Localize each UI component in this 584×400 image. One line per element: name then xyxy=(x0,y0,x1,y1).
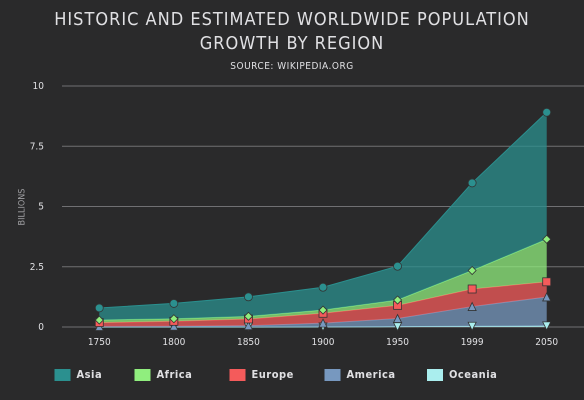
marker xyxy=(467,178,477,188)
x-tick-label: 1950 xyxy=(386,337,409,348)
marker xyxy=(318,305,328,315)
y-tick-label: 7.5 xyxy=(30,141,44,152)
marker xyxy=(542,277,552,287)
legend-label: Europe xyxy=(252,368,294,381)
area-fill xyxy=(99,296,547,327)
marker xyxy=(542,292,552,302)
x-tick-label: 1999 xyxy=(461,337,484,348)
marker xyxy=(542,107,552,117)
legend-swatch xyxy=(54,369,71,381)
marker xyxy=(318,318,328,328)
marker xyxy=(244,292,253,302)
legend-label: Oceania xyxy=(449,368,497,381)
x-tick-label: 1850 xyxy=(237,337,260,348)
area-fill xyxy=(99,239,547,323)
x-tick-label: 1750 xyxy=(88,337,111,348)
marker xyxy=(169,321,179,331)
marker xyxy=(542,321,552,331)
x-tick-label: 1900 xyxy=(312,337,335,348)
marker xyxy=(243,311,253,321)
marker xyxy=(467,265,477,276)
marker xyxy=(467,321,477,332)
y-tick-label: 10 xyxy=(33,81,45,92)
legend-swatch xyxy=(229,369,246,381)
marker xyxy=(393,261,402,271)
legend-swatch xyxy=(324,369,341,381)
marker xyxy=(393,295,403,305)
area-fill xyxy=(99,112,547,321)
chart-title: Historic and Estimated Worldwide Populat… xyxy=(54,9,530,54)
marker xyxy=(392,313,403,323)
marker xyxy=(243,320,254,331)
marker xyxy=(542,234,552,244)
legend-label: Africa xyxy=(157,368,193,381)
legend-swatch xyxy=(134,369,151,381)
marker xyxy=(318,282,328,292)
x-tick-label: 1800 xyxy=(162,337,185,348)
legend-swatch xyxy=(427,369,443,381)
marker xyxy=(467,301,477,311)
chart-subtitle: Source: Wikipedia.org xyxy=(230,61,353,72)
marker xyxy=(169,299,179,308)
legend-label: America xyxy=(347,368,396,381)
legend-label: Asia xyxy=(77,368,103,381)
y-axis-title: Billions xyxy=(18,189,28,226)
x-tick-label: 2050 xyxy=(535,337,558,348)
marker xyxy=(169,314,179,324)
marker xyxy=(467,284,477,294)
y-tick-label: 0 xyxy=(38,322,44,333)
y-tick-label: 2.5 xyxy=(30,262,44,273)
y-tick-label: 5 xyxy=(38,202,44,213)
marker xyxy=(94,315,104,325)
marker xyxy=(94,303,104,313)
